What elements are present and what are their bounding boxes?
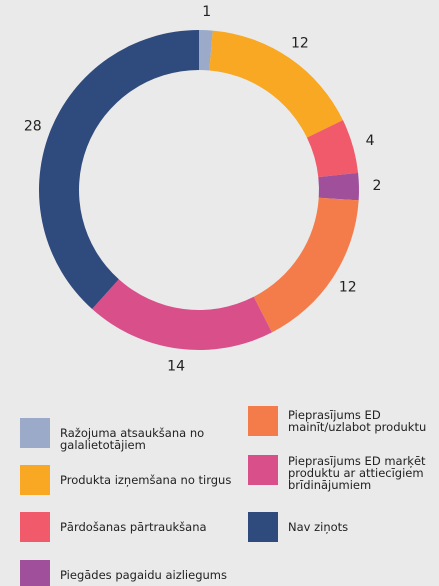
legend-swatch (20, 465, 50, 495)
chart: 1 12 4 2 12 14 28 (24, 4, 382, 375)
donut-slice (38, 30, 200, 310)
legend-swatch (248, 455, 278, 485)
legend-swatch (248, 406, 278, 436)
data-label: 12 (291, 35, 309, 51)
donut-slice (92, 279, 272, 350)
donut-slice (209, 30, 343, 138)
donut-slice (306, 120, 359, 178)
legend-item: Produkta izņemšana no tirgus (20, 465, 240, 495)
legend-label: Pārdošanas pārtraukšana (60, 520, 207, 534)
legend-label: Piegādes pagaidu aizliegums (60, 568, 227, 582)
legend-swatch (248, 512, 278, 542)
data-label: 12 (339, 280, 357, 296)
donut-slice (318, 172, 359, 201)
legend-item: Pieprasījums ED mainīt/uzlabot produktu (248, 406, 439, 436)
data-label: 14 (167, 359, 185, 375)
legend-item: Nav ziņots (248, 512, 439, 542)
legend-item: Pārdošanas pārtraukšana (20, 512, 240, 542)
legend-swatch (20, 418, 50, 448)
data-label: 4 (366, 133, 375, 149)
legend-label: Pieprasījums ED marķēt produktu ar attie… (288, 454, 426, 492)
legend-item: Pieprasījums ED marķēt produktu ar attie… (248, 455, 439, 491)
legend-label: Produkta izņemšana no tirgus (60, 473, 232, 487)
legend-item: Ražojuma atsaukšana no galalietotājiem (20, 418, 240, 451)
legend-label: Pieprasījums ED mainīt/uzlabot produktu (288, 408, 427, 434)
legend-swatch (20, 512, 50, 542)
data-label: 2 (372, 178, 381, 194)
data-label: 1 (202, 4, 211, 20)
legend-label: Ražojuma atsaukšana no galalietotājiem (60, 426, 205, 452)
data-label: 28 (24, 118, 42, 134)
donut-slice (253, 197, 359, 333)
legend-label: Nav ziņots (288, 520, 349, 534)
legend-swatch (20, 560, 50, 586)
donut-slice (199, 30, 213, 71)
legend-item: Piegādes pagaidu aizliegums (20, 560, 240, 586)
